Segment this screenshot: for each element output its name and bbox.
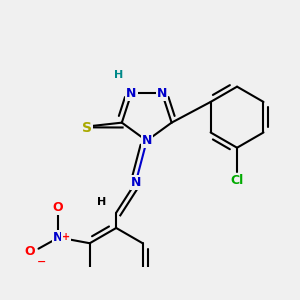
Text: O: O bbox=[25, 245, 35, 259]
Text: H: H bbox=[114, 70, 123, 80]
Text: N: N bbox=[142, 134, 152, 147]
Text: O: O bbox=[53, 201, 63, 214]
Text: N: N bbox=[130, 176, 141, 189]
Text: Cl: Cl bbox=[230, 174, 244, 187]
Text: S: S bbox=[82, 121, 92, 135]
Text: N: N bbox=[126, 87, 136, 100]
Text: N: N bbox=[53, 231, 63, 244]
Text: −: − bbox=[37, 257, 46, 267]
Text: N: N bbox=[157, 87, 167, 100]
Text: +: + bbox=[62, 232, 70, 242]
Text: H: H bbox=[98, 197, 106, 207]
